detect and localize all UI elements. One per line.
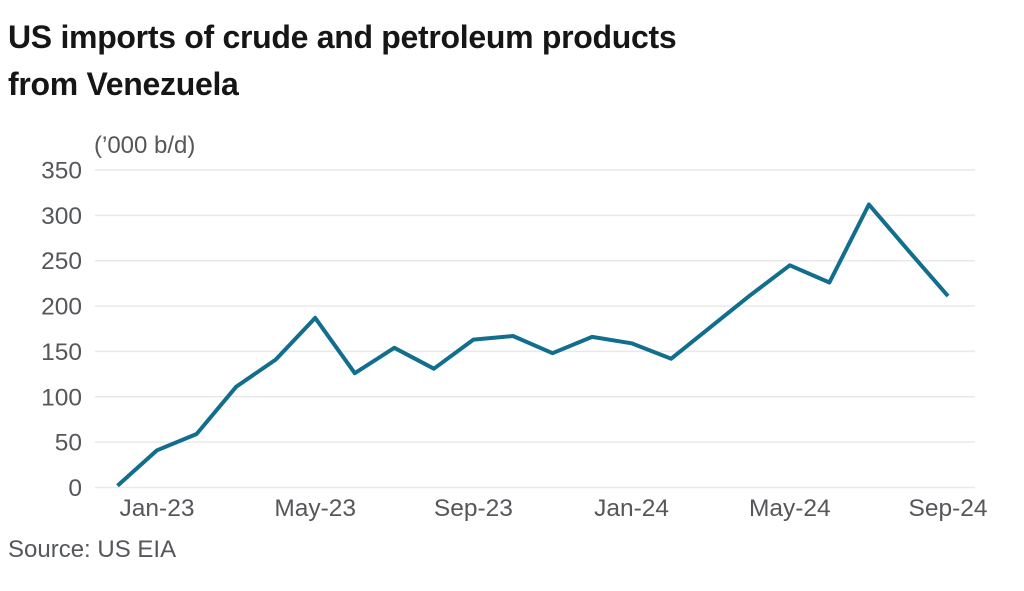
y-tick-label-350: 350 — [41, 158, 82, 185]
chart-title-line1: US imports of crude and petroleum produc… — [8, 19, 677, 55]
y-tick-label-0: 0 — [68, 475, 82, 502]
y-axis-unit-label: (’000 b/d) — [94, 132, 196, 159]
x-tick-label-Jan-23: Jan-23 — [120, 495, 195, 522]
y-axis-tick-labels: 0 50 100 150 200 250 300 350 — [41, 158, 82, 503]
x-tick-label-Sep-23: Sep-23 — [434, 495, 513, 522]
x-axis-tick-labels: Jan-23 May-23 Sep-23 Jan-24 May-24 Sep-24 — [120, 495, 988, 522]
gridlines — [95, 169, 975, 489]
y-tick-label-250: 250 — [41, 248, 82, 275]
y-tick-label-150: 150 — [41, 339, 82, 366]
x-tick-label-May-23: May-23 — [274, 495, 356, 522]
y-tick-label-50: 50 — [55, 430, 82, 457]
y-tick-label-100: 100 — [41, 384, 82, 411]
source-note: Source: US EIA — [8, 536, 177, 563]
x-tick-label-May-24: May-24 — [749, 495, 831, 522]
data-line — [116, 202, 950, 488]
x-tick-label-Jan-24: Jan-24 — [594, 495, 669, 522]
y-tick-label-200: 200 — [41, 294, 82, 321]
x-tick-label-Sep-24: Sep-24 — [908, 495, 987, 522]
chart-title: US imports of crude and petroleum produc… — [8, 14, 677, 108]
chart-title-line2: from Venezuela — [8, 66, 239, 102]
y-tick-label-300: 300 — [41, 203, 82, 230]
